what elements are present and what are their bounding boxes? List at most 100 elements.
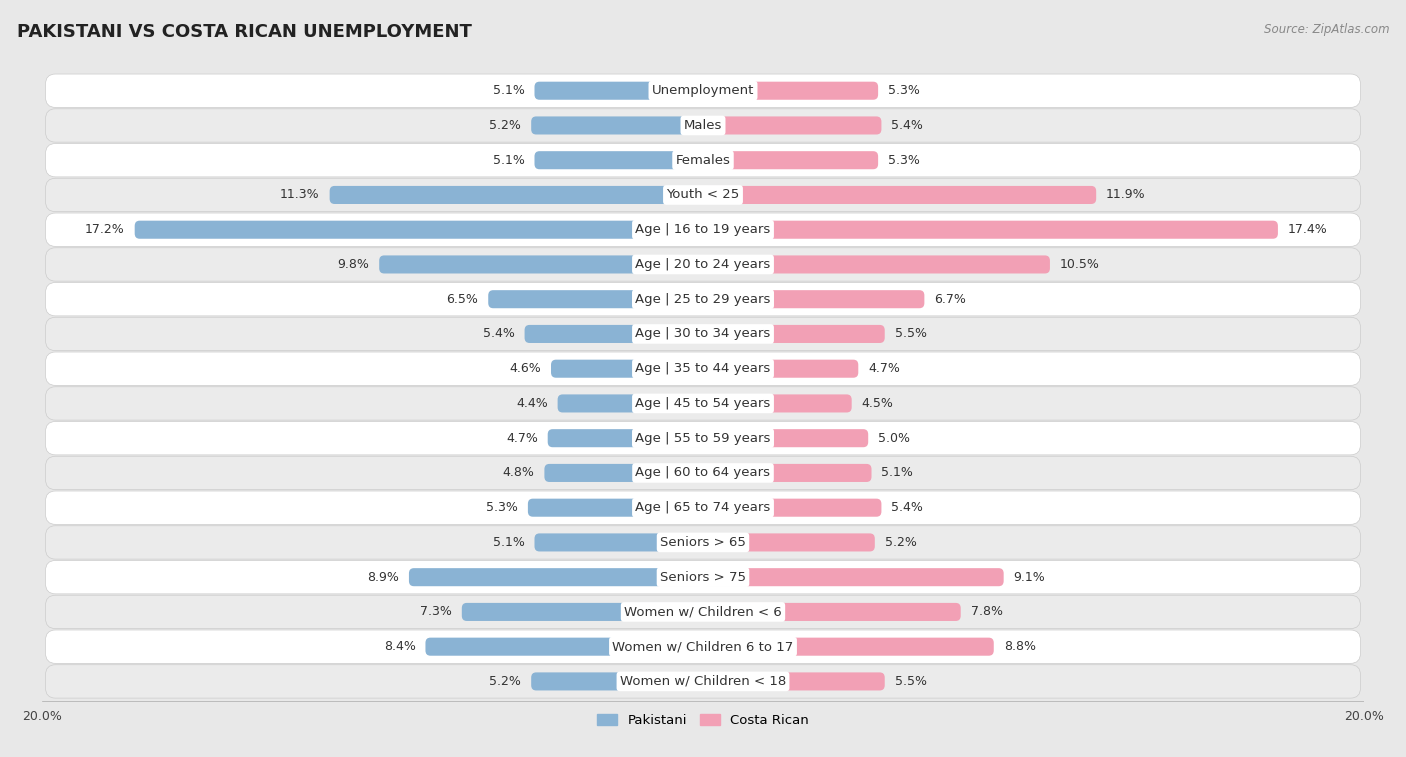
- Text: 11.3%: 11.3%: [280, 188, 319, 201]
- Text: 7.8%: 7.8%: [970, 606, 1002, 618]
- FancyBboxPatch shape: [488, 290, 703, 308]
- FancyBboxPatch shape: [45, 144, 1361, 177]
- FancyBboxPatch shape: [531, 672, 703, 690]
- FancyBboxPatch shape: [45, 526, 1361, 559]
- Text: Age | 60 to 64 years: Age | 60 to 64 years: [636, 466, 770, 479]
- Text: Unemployment: Unemployment: [652, 84, 754, 97]
- Legend: Pakistani, Costa Rican: Pakistani, Costa Rican: [592, 709, 814, 732]
- FancyBboxPatch shape: [703, 117, 882, 135]
- Text: 4.5%: 4.5%: [862, 397, 893, 410]
- FancyBboxPatch shape: [380, 255, 703, 273]
- FancyBboxPatch shape: [703, 394, 852, 413]
- FancyBboxPatch shape: [45, 422, 1361, 455]
- FancyBboxPatch shape: [45, 456, 1361, 490]
- FancyBboxPatch shape: [534, 151, 703, 170]
- FancyBboxPatch shape: [703, 360, 858, 378]
- Text: Age | 65 to 74 years: Age | 65 to 74 years: [636, 501, 770, 514]
- FancyBboxPatch shape: [45, 352, 1361, 385]
- FancyBboxPatch shape: [703, 464, 872, 482]
- Text: 4.8%: 4.8%: [502, 466, 534, 479]
- FancyBboxPatch shape: [45, 317, 1361, 350]
- Text: 5.1%: 5.1%: [492, 536, 524, 549]
- FancyBboxPatch shape: [45, 282, 1361, 316]
- Text: 5.1%: 5.1%: [492, 84, 524, 97]
- FancyBboxPatch shape: [703, 429, 868, 447]
- Text: 17.4%: 17.4%: [1288, 223, 1327, 236]
- Text: 4.4%: 4.4%: [516, 397, 548, 410]
- FancyBboxPatch shape: [703, 151, 879, 170]
- FancyBboxPatch shape: [703, 186, 1097, 204]
- Text: 9.8%: 9.8%: [337, 258, 370, 271]
- Text: 5.4%: 5.4%: [891, 501, 924, 514]
- Text: 6.7%: 6.7%: [934, 293, 966, 306]
- FancyBboxPatch shape: [703, 603, 960, 621]
- FancyBboxPatch shape: [703, 82, 879, 100]
- FancyBboxPatch shape: [527, 499, 703, 517]
- Text: Seniors > 65: Seniors > 65: [659, 536, 747, 549]
- FancyBboxPatch shape: [703, 499, 882, 517]
- FancyBboxPatch shape: [45, 595, 1361, 628]
- FancyBboxPatch shape: [703, 325, 884, 343]
- Text: 9.1%: 9.1%: [1014, 571, 1045, 584]
- Text: 5.0%: 5.0%: [879, 431, 910, 444]
- FancyBboxPatch shape: [426, 637, 703, 656]
- Text: Women w/ Children < 6: Women w/ Children < 6: [624, 606, 782, 618]
- Text: 10.5%: 10.5%: [1060, 258, 1099, 271]
- Text: Seniors > 75: Seniors > 75: [659, 571, 747, 584]
- FancyBboxPatch shape: [551, 360, 703, 378]
- Text: Age | 16 to 19 years: Age | 16 to 19 years: [636, 223, 770, 236]
- FancyBboxPatch shape: [548, 429, 703, 447]
- Text: PAKISTANI VS COSTA RICAN UNEMPLOYMENT: PAKISTANI VS COSTA RICAN UNEMPLOYMENT: [17, 23, 472, 41]
- FancyBboxPatch shape: [524, 325, 703, 343]
- FancyBboxPatch shape: [534, 82, 703, 100]
- FancyBboxPatch shape: [45, 665, 1361, 698]
- FancyBboxPatch shape: [409, 569, 703, 586]
- Text: 5.2%: 5.2%: [489, 675, 522, 688]
- Text: 5.2%: 5.2%: [884, 536, 917, 549]
- FancyBboxPatch shape: [329, 186, 703, 204]
- Text: Age | 45 to 54 years: Age | 45 to 54 years: [636, 397, 770, 410]
- Text: 8.9%: 8.9%: [367, 571, 399, 584]
- Text: Women w/ Children 6 to 17: Women w/ Children 6 to 17: [613, 640, 793, 653]
- FancyBboxPatch shape: [45, 387, 1361, 420]
- FancyBboxPatch shape: [544, 464, 703, 482]
- FancyBboxPatch shape: [461, 603, 703, 621]
- FancyBboxPatch shape: [45, 560, 1361, 593]
- Text: Age | 55 to 59 years: Age | 55 to 59 years: [636, 431, 770, 444]
- FancyBboxPatch shape: [45, 630, 1361, 663]
- Text: Women w/ Children < 18: Women w/ Children < 18: [620, 675, 786, 688]
- Text: Source: ZipAtlas.com: Source: ZipAtlas.com: [1264, 23, 1389, 36]
- Text: 7.3%: 7.3%: [420, 606, 451, 618]
- FancyBboxPatch shape: [45, 74, 1361, 107]
- FancyBboxPatch shape: [45, 248, 1361, 281]
- Text: 8.8%: 8.8%: [1004, 640, 1036, 653]
- FancyBboxPatch shape: [703, 672, 884, 690]
- FancyBboxPatch shape: [703, 290, 924, 308]
- FancyBboxPatch shape: [703, 637, 994, 656]
- Text: 11.9%: 11.9%: [1107, 188, 1146, 201]
- Text: 5.1%: 5.1%: [492, 154, 524, 167]
- Text: 5.3%: 5.3%: [486, 501, 517, 514]
- Text: Age | 35 to 44 years: Age | 35 to 44 years: [636, 362, 770, 375]
- FancyBboxPatch shape: [703, 534, 875, 551]
- Text: 4.7%: 4.7%: [868, 362, 900, 375]
- Text: 5.5%: 5.5%: [894, 328, 927, 341]
- FancyBboxPatch shape: [45, 109, 1361, 142]
- Text: Females: Females: [675, 154, 731, 167]
- Text: Males: Males: [683, 119, 723, 132]
- Text: 4.6%: 4.6%: [509, 362, 541, 375]
- FancyBboxPatch shape: [534, 534, 703, 551]
- Text: 8.4%: 8.4%: [384, 640, 416, 653]
- FancyBboxPatch shape: [703, 255, 1050, 273]
- Text: 5.4%: 5.4%: [891, 119, 924, 132]
- FancyBboxPatch shape: [703, 221, 1278, 238]
- Text: 5.2%: 5.2%: [489, 119, 522, 132]
- FancyBboxPatch shape: [703, 569, 1004, 586]
- Text: Age | 25 to 29 years: Age | 25 to 29 years: [636, 293, 770, 306]
- Text: 6.5%: 6.5%: [447, 293, 478, 306]
- Text: 5.5%: 5.5%: [894, 675, 927, 688]
- Text: Youth < 25: Youth < 25: [666, 188, 740, 201]
- Text: 4.7%: 4.7%: [506, 431, 537, 444]
- FancyBboxPatch shape: [135, 221, 703, 238]
- FancyBboxPatch shape: [45, 179, 1361, 212]
